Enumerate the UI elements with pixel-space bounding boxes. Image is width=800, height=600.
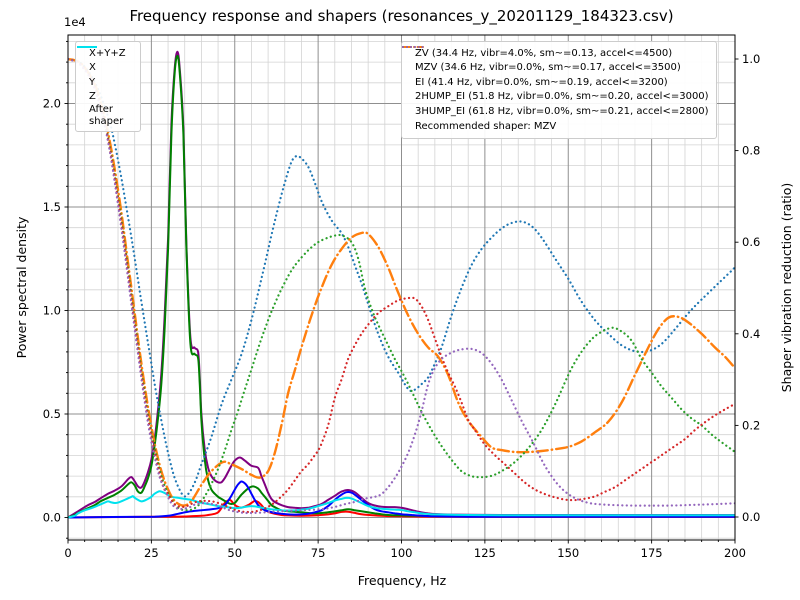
y-right-tick-label: 1.0: [742, 52, 760, 66]
y-right-tick-label: 0.6: [742, 235, 760, 249]
legend-label: X: [89, 62, 96, 74]
legend-item-ei: EI (41.4 Hz, vibr=0.0%, sm~=0.19, accel<…: [402, 46, 709, 90]
y-left-tick-label: 1.0: [43, 304, 61, 318]
x-tick-label: 100: [391, 546, 413, 560]
y-right-tick-label: 0.2: [742, 418, 760, 432]
legend-item-2hump-ei: 2HUMP_EI (51.8 Hz, vibr=0.0%, sm~=0.20, …: [402, 46, 709, 105]
legend-label: Y: [89, 76, 96, 88]
legend-item-y: Y: [77, 46, 133, 90]
y-left-tick-label: 2.0: [43, 97, 61, 111]
y-axis-offset-label: 1e4: [64, 15, 86, 29]
y-left-tick-label: 1.5: [43, 200, 61, 214]
x-tick-label: 150: [557, 546, 579, 560]
y-right-tick-label: 0.0: [742, 510, 760, 524]
legend-label: ZV (34.4 Hz, vibr=4.0%, sm~=0.13, accel<…: [415, 47, 673, 59]
legend-item-recommended-shaper: Recommended shaper: MZV: [409, 119, 709, 134]
y-left-axis-label: Power spectral density: [14, 216, 29, 358]
legend-item-3hump-ei: 3HUMP_EI (61.8 Hz, vibr=0.0%, sm~=0.21, …: [402, 46, 709, 119]
legend-label: 3HUMP_EI (61.8 Hz, vibr=0.0%, sm~=0.21, …: [415, 105, 709, 117]
series-EI: [68, 57, 735, 512]
tick-labels: 0 25 50 75 100 125 150 175 200 0.0 0.5 1.0 1.5 2.0 0.0…: [43, 52, 761, 560]
series-3HUMP_EI: [68, 57, 735, 515]
series-Z: [68, 480, 735, 519]
legend-item-after-shaper: After shaper: [77, 46, 133, 127]
y-right-tick-label: 0.8: [742, 144, 760, 158]
axis-ticks: [64, 40, 739, 544]
legend-label: 2HUMP_EI (51.8 Hz, vibr=0.0%, sm~=0.20, …: [415, 91, 709, 103]
series-2HUMP_EI: [68, 57, 735, 514]
legend-item-mzv: MZV (34.6 Hz, vibr=0.0%, sm~=0.17, accel…: [402, 46, 709, 76]
x-axis-label: Frequency, Hz: [358, 573, 447, 588]
x-tick-label: 75: [311, 546, 326, 560]
legend-item-z: Z: [77, 46, 133, 105]
legend-psd: X+Y+Z X Y Z After shaper: [75, 41, 141, 133]
x-tick-label: 125: [474, 546, 496, 560]
series-layer: [68, 50, 735, 519]
legend-label: After shaper: [89, 104, 124, 127]
series-MZV: [68, 57, 735, 507]
legend-label: MZV (34.6 Hz, vibr=0.0%, sm~=0.17, accel…: [415, 62, 681, 74]
series-Y: [68, 54, 735, 519]
series-X+Y+Z: [68, 50, 735, 519]
x-tick-label: 200: [724, 546, 746, 560]
x-tick-label: 175: [641, 546, 663, 560]
series-ZV: [68, 57, 735, 498]
x-tick-label: 0: [64, 546, 71, 560]
legend-label: EI (41.4 Hz, vibr=0.0%, sm~=0.19, accel<…: [415, 76, 668, 88]
legend-label: Recommended shaper: MZV: [415, 120, 557, 132]
x-tick-label: 25: [144, 546, 159, 560]
legend-line-sample: [402, 46, 424, 48]
chart-title: Frequency response and shapers (resonanc…: [129, 7, 674, 25]
legend-shapers: ZV (34.4 Hz, vibr=4.0%, sm~=0.13, accel<…: [401, 41, 717, 139]
x-tick-label: 50: [227, 546, 242, 560]
legend-item-x: X: [77, 46, 133, 76]
legend-line-sample: [402, 42, 424, 52]
y-right-axis-label: Shaper vibration reduction (ratio): [779, 183, 794, 393]
series-After shaper: [68, 490, 735, 519]
legend-item-zv: ZV (34.4 Hz, vibr=4.0%, sm~=0.13, accel<…: [402, 46, 709, 61]
y-left-tick-label: 0.5: [43, 407, 61, 421]
legend-label: Z: [89, 91, 96, 103]
legend-label: X+Y+Z: [89, 47, 126, 59]
y-right-tick-label: 0.4: [742, 327, 760, 341]
y-left-tick-label: 0.0: [43, 511, 61, 525]
legend-line-sample: [77, 46, 97, 48]
